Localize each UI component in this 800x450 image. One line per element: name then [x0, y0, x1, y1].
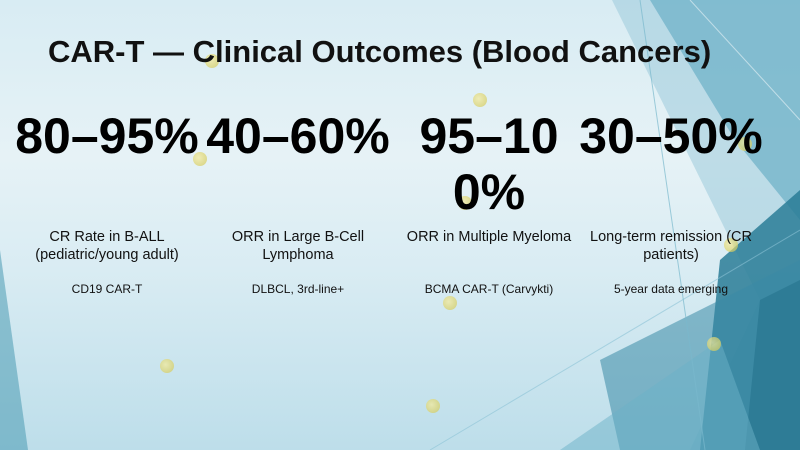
- watermark-dot: [426, 399, 440, 413]
- slide-title: CAR-T — Clinical Outcomes (Blood Cancers…: [48, 34, 712, 69]
- metric-label: ORR in Multiple Myeloma: [406, 229, 572, 245]
- metric-label: Long-term remission (CR patients): [590, 229, 752, 263]
- metric-cr-rate-b-all: 80–95% CR Rate in B-ALL (pediatric/young…: [12, 108, 202, 296]
- lower-right-band: [560, 340, 760, 450]
- left-edge-shape: [0, 250, 28, 450]
- watermark-dot: [193, 152, 207, 166]
- watermark-dot: [205, 54, 219, 68]
- right-shape-mid: [650, 0, 800, 220]
- watermark-dot: [738, 137, 752, 151]
- metric-orr-large-b-cell: 40–60% ORR in Large B-Cell Lymphoma DLBC…: [203, 108, 393, 296]
- watermark-dot: [160, 359, 174, 373]
- metric-note: CD19 CAR-T: [71, 282, 143, 296]
- watermark-dot: [724, 238, 738, 252]
- metric-label: ORR in Large B-Cell Lymphoma: [231, 229, 365, 263]
- watermark-dot: [473, 93, 487, 107]
- metric-note: DLBCL, 3rd-line+: [251, 282, 345, 296]
- watermark-dot: [443, 296, 457, 310]
- accent-line-1: [639, 0, 706, 450]
- metric-long-term-remission: 30–50% Long-term remission (CR patients)…: [576, 108, 766, 296]
- metric-value: 80–95%: [15, 108, 199, 164]
- metric-value: 95–100%: [419, 108, 559, 220]
- metric-note: BCMA CAR-T (Carvykti): [424, 282, 554, 296]
- watermark-dot: [707, 337, 721, 351]
- metric-orr-multiple-myeloma: 95–100% ORR in Multiple Myeloma BCMA CAR…: [394, 108, 584, 296]
- accent-line-2: [429, 229, 800, 450]
- metric-note: 5-year data emerging: [613, 282, 729, 296]
- metric-value: 30–50%: [579, 108, 763, 164]
- accent-line-3: [689, 0, 800, 121]
- metric-value: 40–60%: [206, 108, 390, 164]
- watermark-dot: [458, 196, 472, 210]
- metric-label: CR Rate in B-ALL (pediatric/young adult): [35, 229, 179, 263]
